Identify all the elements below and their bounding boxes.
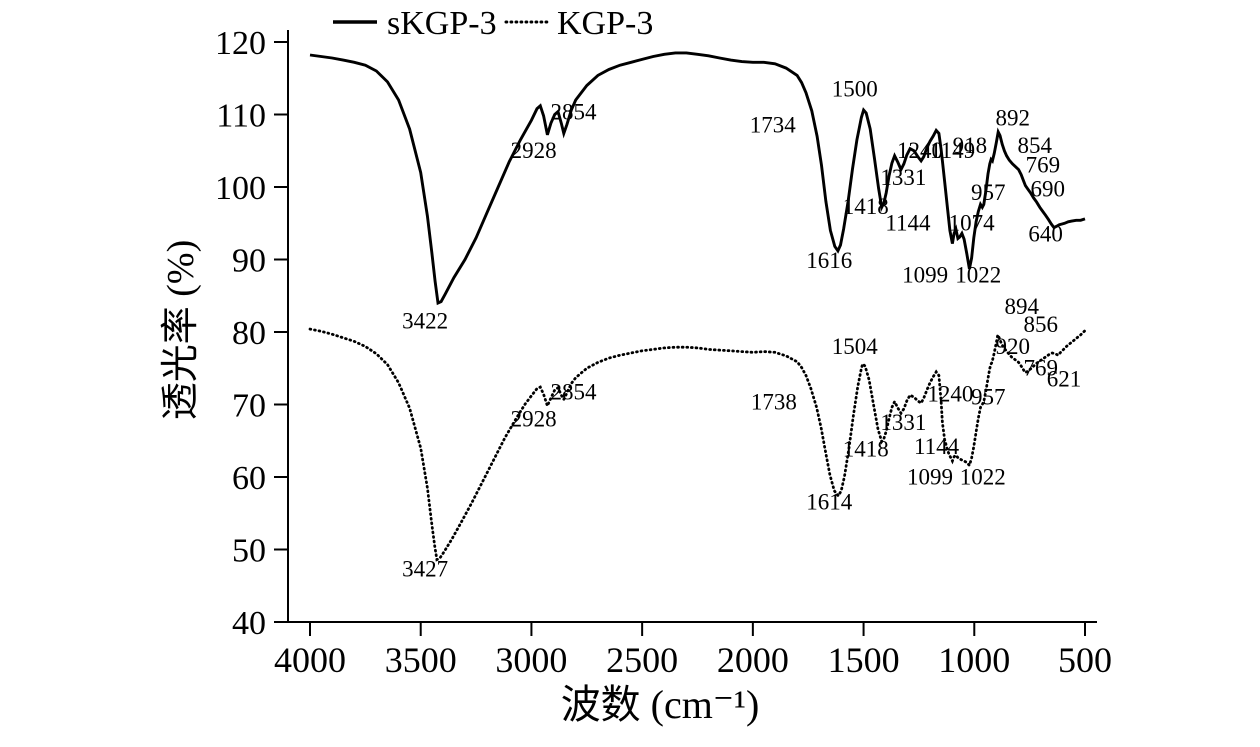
peak-label-sKGP-3-1331: 1331 [880,165,926,190]
y-tick-label: 110 [216,98,266,135]
peak-label-sKGP-3-854: 854 [1017,133,1052,158]
peak-label-KGP-3-2854: 2854 [551,379,598,404]
peak-label-sKGP-3-1099: 1099 [902,263,948,288]
x-tick-label: 1000 [938,640,1010,680]
peak-label-sKGP-3-690: 690 [1031,176,1066,201]
peak-label-sKGP-3-1149: 1149 [930,138,975,163]
peak-label-KGP-3-3427: 3427 [402,556,448,581]
y-tick-label: 80 [232,315,266,352]
peak-label-sKGP-3-892: 892 [996,105,1031,130]
legend-label-kgp3: KGP-3 [557,5,653,42]
y-tick-label: 70 [232,388,266,425]
peak-label-KGP-3-1614: 1614 [806,490,853,515]
series-line-sKGP-3 [309,51,1086,306]
legend-label-skgp3: sKGP-3 [387,5,497,42]
peak-label-sKGP-3-640: 640 [1028,221,1063,246]
peak-label-KGP-3-1099: 1099 [907,464,953,489]
peak-label-sKGP-3-1616: 1616 [806,248,852,273]
peak-label-KGP-3-1144: 1144 [914,434,960,459]
peak-label-sKGP-3-3422: 3422 [402,308,448,333]
peak-label-sKGP-3-1022: 1022 [955,263,1001,288]
peak-label-sKGP-3-1240: 1240 [897,138,943,163]
x-tick-label: 1500 [828,640,900,680]
y-tick-label: 60 [232,460,266,497]
peak-label-KGP-3-769: 769 [1023,356,1058,381]
peak-label-sKGP-3-1734: 1734 [750,113,797,138]
peak-label-KGP-3-1022: 1022 [960,464,1006,489]
peak-label-KGP-3-856: 856 [1023,312,1058,337]
peak-label-sKGP-3-1418: 1418 [843,194,889,219]
peak-label-KGP-3-2928: 2928 [511,406,557,431]
peak-label-KGP-3-621: 621 [1047,366,1082,391]
axes: 40 50 60 70 80 90 100 110 120 4000 3500 3000 2500 200… [215,25,1112,680]
y-tick-label: 90 [232,243,266,280]
peak-label-sKGP-3-918: 918 [953,133,988,158]
peak-label-sKGP-3-2854: 2854 [551,100,598,125]
peak-label-sKGP-3-1074: 1074 [949,211,996,236]
peak-label-KGP-3-957: 957 [971,385,1006,410]
peak-label-KGP-3-1504: 1504 [832,334,879,359]
peak-label-KGP-3-894: 894 [1004,294,1039,319]
x-tick-label: 3500 [385,640,457,680]
peak-label-sKGP-3-1144: 1144 [885,211,931,236]
x-axis-title: 波数 (cm⁻¹) [561,682,760,727]
y-tick-label: 40 [232,605,266,642]
y-tick-label: 100 [215,170,266,207]
x-tick-label: 2000 [717,640,789,680]
y-axis-title: 透光率 (%) [160,240,202,420]
peak-label-KGP-3-1418: 1418 [843,437,889,462]
x-tick-label: 2500 [606,640,678,680]
peak-label-KGP-3-1240: 1240 [927,382,973,407]
series-lines [308,51,1087,562]
y-tick-label: 120 [215,25,266,62]
peak-label-KGP-3-920: 920 [996,334,1031,359]
peak-annotations: 3422292828541734161615001418133112401149… [402,76,1081,581]
series-line-KGP-3 [308,327,1087,562]
peak-label-sKGP-3-1500: 1500 [832,76,878,101]
peak-label-sKGP-3-957: 957 [971,180,1006,205]
legend: sKGP-3 KGP-3 [333,5,653,42]
x-tick-label: 500 [1058,640,1112,680]
peak-label-KGP-3-1331: 1331 [880,410,926,435]
peak-label-sKGP-3-769: 769 [1026,153,1061,178]
y-tick-label: 50 [232,533,266,570]
peak-label-sKGP-3-2928: 2928 [511,138,557,163]
x-tick-label: 3000 [495,640,567,680]
x-tick-label: 4000 [274,640,346,680]
peak-label-KGP-3-1738: 1738 [751,390,797,415]
